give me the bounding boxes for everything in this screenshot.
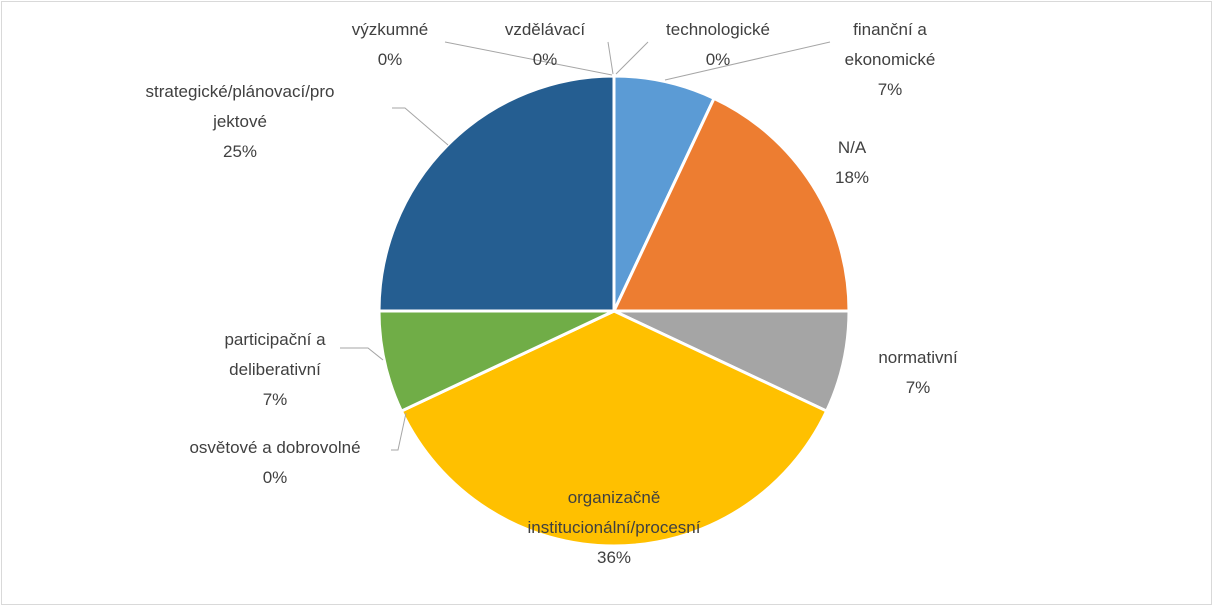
leader-line [615,41,649,75]
data-label: N/A 18% [822,133,882,193]
leader-line [391,412,407,451]
value-label: 36% [596,548,632,567]
data-label: technologické 0% [638,15,798,75]
leader-line [664,41,831,81]
leader-line [340,347,384,361]
category-label: finanční a ekonomické [844,20,936,69]
category-label: osvětové a dobrovolné [189,438,361,457]
category-label: technologické [666,20,770,39]
category-label: normativní [878,348,958,367]
pie-slice [612,74,717,312]
data-label: normativní 7% [858,343,978,403]
leader-line [444,41,613,76]
data-label: participační a deliberativní 7% [190,325,360,415]
value-label: 0% [262,468,288,487]
category-label: organizačně institucionální/procesní [527,488,701,537]
data-label: vzdělávací 0% [485,15,605,75]
category-label: vzdělávací [504,20,586,39]
data-label: strategické/plánovací/projektové 25% [145,77,335,167]
category-label: N/A [837,138,867,157]
category-label: participační a deliberativní [224,330,326,379]
data-label: finanční a ekonomické 7% [810,15,970,105]
category-label: výzkumné [351,20,429,39]
value-label: 18% [834,168,870,187]
pie-slice [611,96,851,313]
data-label: organizačně institucionální/procesní 36% [489,483,739,573]
value-label: 7% [877,80,903,99]
data-label: osvětové a dobrovolné 0% [155,433,395,493]
category-label: strategické/plánovací/projektové [145,82,335,131]
leader-line [392,107,449,146]
pie-slice [377,309,615,414]
pie-slice [399,309,829,548]
value-label: 7% [905,378,931,397]
data-label: výzkumné 0% [330,15,450,75]
pie-slice [613,309,851,414]
value-label: 0% [532,50,558,69]
value-label: 25% [222,142,258,161]
value-label: 0% [377,50,403,69]
value-label: 7% [262,390,288,409]
pie-slice [377,74,616,313]
leader-line [607,41,614,75]
value-label: 0% [705,50,731,69]
